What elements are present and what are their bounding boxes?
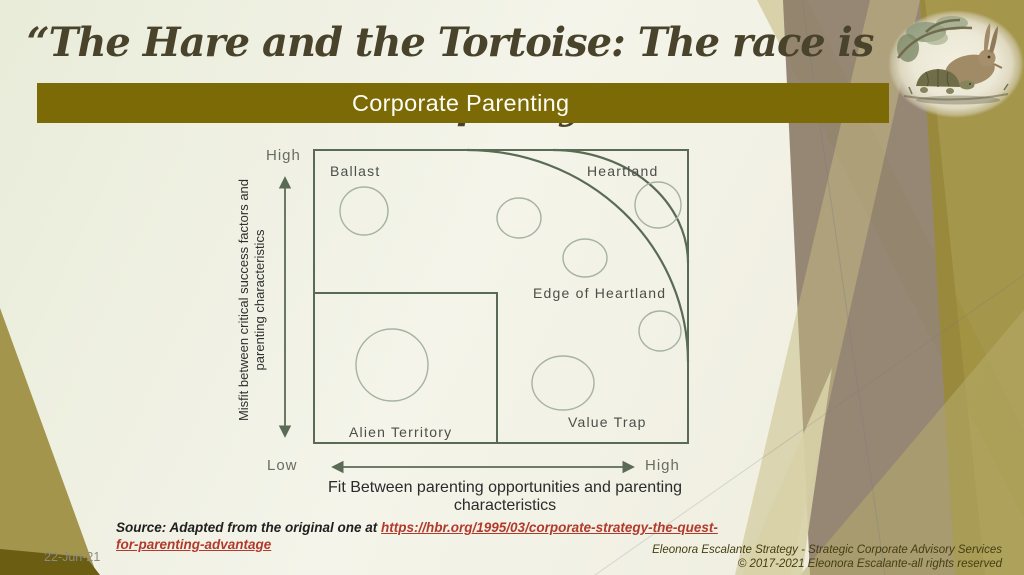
slide-date: 22-Jun-21 [44,550,101,564]
x-axis-high-label: High [645,457,680,474]
copyright-line2: © 2017-2021 Eleonora Escalante-all right… [737,557,1002,570]
y-axis-high-label: High [266,147,301,164]
vignette-foliage [896,16,973,62]
y-axis-title-line1: Misfit between critical success factors … [236,178,251,422]
vignette-hare [945,23,1003,86]
vignette-tortoise [916,69,975,94]
source-note: Source: Adapted from the original one at… [116,519,720,553]
region-label-edge-of-heartland: Edge of Heartland [533,285,667,301]
x-axis-title-line1: Fit Between parenting opportunities and … [327,479,682,496]
region-label-ballast: Ballast [330,163,381,179]
source-link[interactable]: https://hbr.org/1995/03/corporate-strate… [116,520,718,552]
banner-title: Corporate Parenting [352,90,570,116]
region-label-heartland: Heartland [587,163,659,179]
axis-low-label: Low [267,457,298,474]
hare-tortoise-illustration [888,10,1024,118]
copyright-line1: Eleonora Escalante Strategy - Strategic … [652,544,1002,556]
region-label-value-trap: Value Trap [568,414,647,430]
banner: Corporate Parenting [37,83,889,123]
y-axis-title: Misfit between critical success factors … [236,135,268,465]
copyright-block: Eleonora Escalante Strategy - Strategic … [652,544,1002,571]
y-axis-title-line2: parenting characteristics [252,229,267,371]
source-prefix-text: Source: Adapted from the original one at [116,520,382,535]
x-axis-title-line2: characteristics [453,496,557,514]
vignette-ground [903,83,1009,105]
x-axis-title: Fit Between parenting opportunities and … [310,479,700,514]
region-label-alien-territory: Alien Territory [349,424,453,440]
